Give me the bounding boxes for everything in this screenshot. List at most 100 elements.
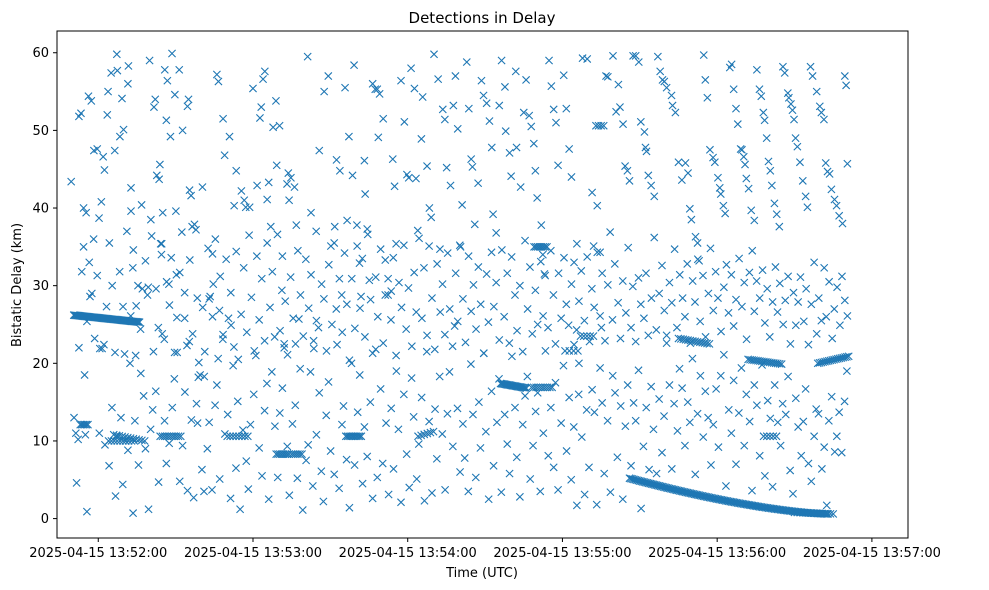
detection-marker [644,331,653,340]
detection-marker [107,403,116,412]
detection-marker [537,221,546,230]
detection-marker [505,148,514,157]
detection-marker [333,340,342,349]
detection-marker [644,171,653,180]
detection-marker [822,312,831,321]
detection-marker [353,432,362,441]
detection-marker [173,348,182,357]
detection-marker [786,466,795,475]
detection-marker [177,228,186,237]
detection-marker [119,302,128,311]
detection-marker [136,369,145,378]
detection-marker [737,363,746,372]
detection-marker [111,492,120,501]
detection-marker [253,181,262,190]
detection-marker [531,166,540,175]
detection-marker [270,332,279,341]
detection-marker [631,475,640,484]
detection-marker [309,336,318,345]
detection-marker [240,196,249,205]
detection-marker [330,222,339,231]
detection-marker [255,443,264,452]
detection-marker [830,304,839,313]
detection-marker [200,487,208,496]
detection-marker [170,90,179,99]
detection-marker [312,430,321,439]
detection-marker [684,336,692,345]
detection-marker [828,334,837,343]
detection-marker [402,450,411,459]
detection-marker [255,315,264,324]
detection-marker [291,339,300,348]
detection-marker [130,436,139,445]
detection-marker [229,343,238,351]
detection-marker [536,257,545,266]
detection-marker [103,110,112,119]
detection-marker [827,185,836,194]
detection-marker [656,67,665,76]
detection-marker [518,347,527,356]
detection-marker [283,442,292,451]
detection-marker [766,414,775,423]
detection-marker [97,197,106,206]
detection-marker [631,51,640,60]
detection-marker [271,96,280,105]
detection-marker [511,403,519,412]
detection-marker [422,347,431,356]
detection-marker [434,75,443,84]
detection-marker [541,346,550,355]
detection-marker [837,448,846,457]
detection-marker [277,286,286,295]
detection-marker [301,255,310,264]
detection-marker [267,367,276,376]
detection-marker [214,354,223,363]
detection-marker [151,387,160,396]
detection-marker [471,473,480,482]
detection-marker [572,325,581,334]
detection-marker [175,268,184,277]
detection-marker [601,336,609,345]
detection-marker [665,381,674,390]
detection-marker [302,456,311,465]
detection-marker [368,79,377,88]
detection-marker [572,501,581,510]
detection-marker [137,200,146,209]
x-tick-label: 2025-04-15 13:53:00 [184,546,322,561]
detection-marker [696,371,705,380]
detection-marker [272,161,281,170]
detection-marker [512,143,521,152]
detection-marker [660,77,669,86]
detection-marker [384,490,393,499]
detection-marker [634,476,643,485]
detection-marker [548,383,557,392]
detection-marker [134,461,143,470]
detection-marker [732,460,740,469]
detection-marker [132,301,141,310]
detection-marker [492,418,501,427]
detection-marker [474,179,483,188]
detection-marker [425,242,434,251]
detection-marker [542,242,551,251]
detection-marker [423,331,432,340]
x-axis-title: Time (UTC) [445,566,518,581]
detection-marker [268,267,277,276]
detection-marker [729,85,738,94]
detection-marker [203,444,212,453]
detection-marker [371,345,380,354]
detection-marker [133,281,142,290]
detection-marker [356,304,364,313]
detection-marker [788,489,797,498]
detection-marker [227,321,236,330]
detection-marker [113,66,122,75]
detection-marker [127,183,135,192]
detection-marker [676,334,685,343]
detection-marker [476,300,485,309]
detection-marker [842,352,851,361]
detection-marker [688,277,697,285]
detection-marker [758,266,767,275]
detection-marker [675,364,684,373]
detection-marker [793,142,802,151]
detection-marker [667,298,676,307]
detection-marker [678,384,687,393]
detection-marker [178,441,187,450]
